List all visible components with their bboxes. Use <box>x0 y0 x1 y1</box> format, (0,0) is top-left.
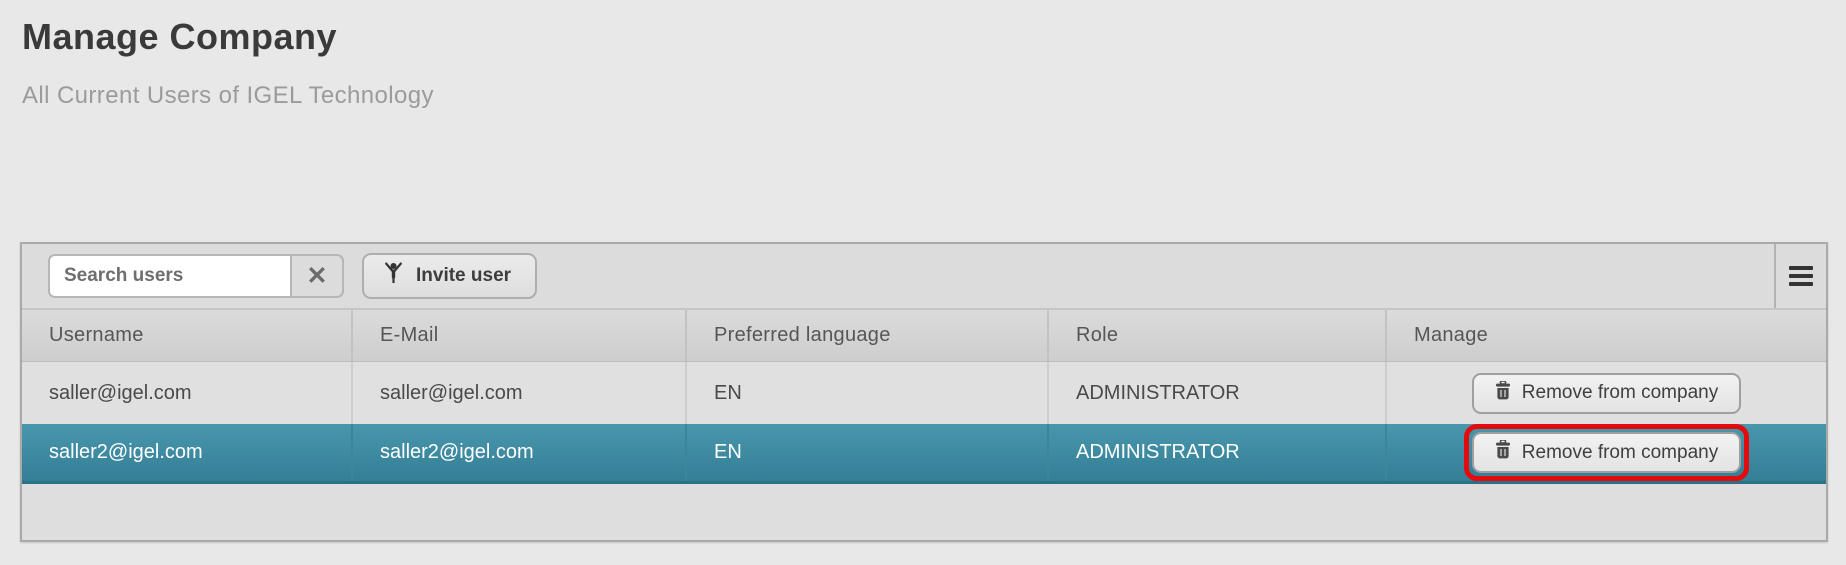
search-group: ✕ <box>48 254 344 298</box>
remove-from-company-button[interactable]: Remove from company <box>1471 432 1742 473</box>
email-cell: saller@igel.com <box>353 362 687 424</box>
search-input[interactable] <box>50 256 290 296</box>
username-cell: saller2@igel.com <box>22 424 353 481</box>
trash-icon <box>1495 379 1511 406</box>
column-header-manage[interactable]: Manage <box>1414 324 1489 346</box>
column-header-username[interactable]: Username <box>22 310 353 361</box>
table-menu-button[interactable] <box>1774 244 1826 308</box>
remove-from-company-button[interactable]: Remove from company <box>1471 372 1742 414</box>
page-subtitle: All Current Users of IGEL Technology <box>22 82 434 109</box>
column-header-preferred-language[interactable]: Preferred language <box>687 310 1049 361</box>
preferred-language-cell: EN <box>687 424 1049 481</box>
table-footer-strip <box>22 484 1826 540</box>
email-cell: saller2@igel.com <box>353 424 687 481</box>
column-header-role[interactable]: Role <box>1049 310 1387 361</box>
role-cell: ADMINISTRATOR <box>1049 424 1387 481</box>
table-row[interactable]: saller@igel.com saller@igel.com EN ADMIN… <box>22 362 1826 424</box>
username-cell: saller@igel.com <box>22 362 353 424</box>
invite-user-button[interactable]: Invite user <box>362 253 538 299</box>
preferred-language-cell: EN <box>687 362 1049 424</box>
manage-company-page: Manage Company All Current Users of IGEL… <box>0 16 1846 542</box>
invite-user-label: Invite user <box>416 265 512 286</box>
table-toolbar: ✕ Invite user <box>22 244 1826 308</box>
clear-search-button[interactable]: ✕ <box>290 256 342 296</box>
remove-from-company-label: Remove from company <box>1521 382 1719 403</box>
page-title: Manage Company <box>22 16 338 57</box>
table-header-row: Username E-Mail Preferred language Role … <box>22 308 1826 362</box>
close-icon: ✕ <box>306 261 328 290</box>
users-table-panel: ✕ Invite user <box>20 242 1828 542</box>
person-arms-up-icon <box>384 262 403 290</box>
manage-cell: Remove from company <box>1387 362 1826 424</box>
trash-icon <box>1495 439 1511 465</box>
remove-from-company-label: Remove from company <box>1521 441 1719 463</box>
role-cell: ADMINISTRATOR <box>1049 362 1387 424</box>
table-row-selected[interactable]: saller2@igel.com saller2@igel.com EN ADM… <box>22 424 1826 484</box>
red-annotation-ring: Remove from company <box>1463 424 1750 481</box>
column-header-email[interactable]: E-Mail <box>353 310 687 361</box>
manage-cell: Remove from company <box>1387 424 1826 481</box>
